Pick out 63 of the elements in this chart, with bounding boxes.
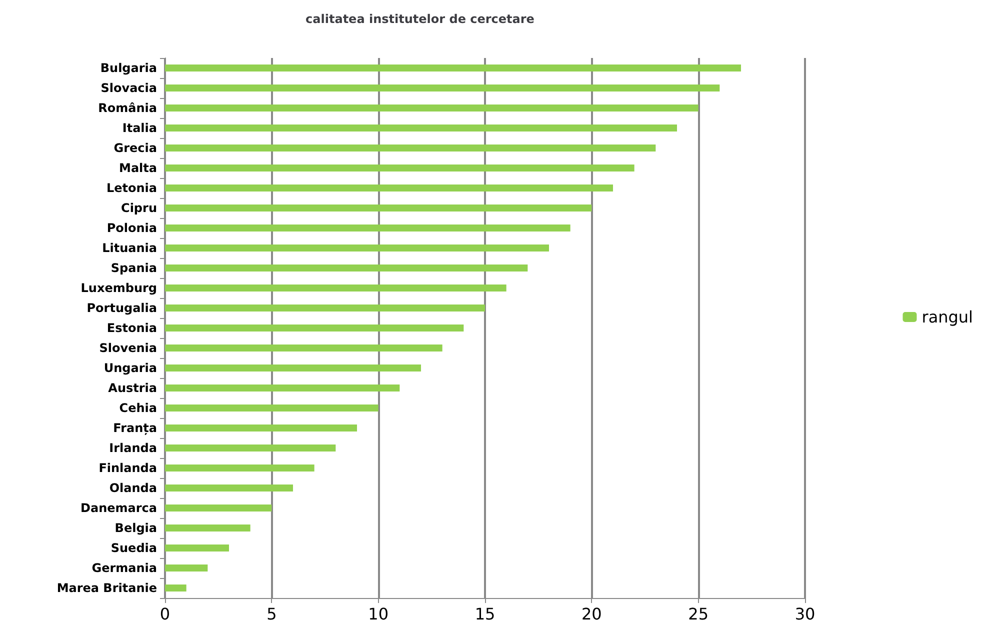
bar: [165, 444, 336, 452]
y-tick-label: Ungaria: [104, 361, 157, 375]
y-tick-label: România: [98, 101, 157, 115]
y-tick-label: Austria: [108, 381, 157, 395]
bar: [165, 204, 592, 212]
chart-title: calitatea institutelor de cercetare: [306, 12, 534, 26]
x-tick-label: 10: [368, 604, 389, 624]
bar: [165, 84, 720, 92]
bar: [165, 264, 528, 272]
y-tick-label: Malta: [119, 161, 157, 175]
bar: [165, 524, 250, 532]
x-tick-label: 20: [581, 604, 602, 624]
bar: [165, 344, 442, 352]
y-tick-label: Cipru: [121, 201, 157, 215]
y-tick-label: Belgia: [114, 521, 157, 535]
bar: [165, 484, 293, 492]
y-tick-label: Cehia: [119, 401, 157, 415]
x-tick-label: 5: [266, 604, 277, 624]
bar: [165, 184, 613, 192]
y-tick-label: Portugalia: [86, 301, 157, 315]
y-tick-label: Suedia: [110, 541, 157, 555]
y-tick-label: Franța: [113, 421, 157, 435]
y-tick-label: Danemarca: [80, 501, 157, 515]
bar: [165, 424, 357, 432]
y-tick-label: Slovenia: [99, 341, 157, 355]
bar: [165, 104, 698, 112]
bar: [165, 124, 677, 132]
bar: [165, 304, 485, 312]
bar: [165, 544, 229, 552]
y-tick-label: Italia: [122, 121, 157, 135]
bar: [165, 164, 634, 172]
y-tick-label: Germania: [92, 561, 157, 575]
bar: [165, 364, 421, 372]
y-tick-label: Bulgaria: [100, 61, 157, 75]
y-tick-label: Irlanda: [109, 441, 157, 455]
y-tick-label: Slovacia: [100, 81, 157, 95]
y-tick-label: Olanda: [109, 481, 157, 495]
y-tick-label: Spania: [110, 261, 157, 275]
y-tick-label: Letonia: [106, 181, 157, 195]
y-tick-label: Finlanda: [98, 461, 157, 475]
y-tick-label: Polonia: [106, 221, 157, 235]
bar: [165, 244, 549, 252]
y-tick-label: Luxemburg: [80, 281, 157, 295]
bar: [165, 384, 400, 392]
bar: [165, 284, 506, 292]
bar: [165, 564, 208, 572]
y-tick-label: Marea Britanie: [56, 581, 157, 595]
bar: [165, 324, 464, 332]
legend-label: rangul: [922, 308, 973, 326]
bar: [165, 144, 656, 152]
y-tick-label: Grecia: [114, 141, 157, 155]
x-tick-label: 30: [794, 604, 816, 624]
x-tick-label: 15: [474, 604, 496, 624]
bar: [165, 464, 314, 472]
y-tick-label: Estonia: [106, 321, 157, 335]
y-tick-label: Lituania: [102, 241, 157, 255]
x-tick-label: 0: [160, 604, 170, 624]
bar: [165, 64, 741, 72]
x-tick-label: 25: [688, 604, 709, 624]
bar: [165, 504, 272, 512]
bar: [165, 584, 186, 592]
bar: [165, 404, 378, 412]
bar: [165, 224, 570, 232]
